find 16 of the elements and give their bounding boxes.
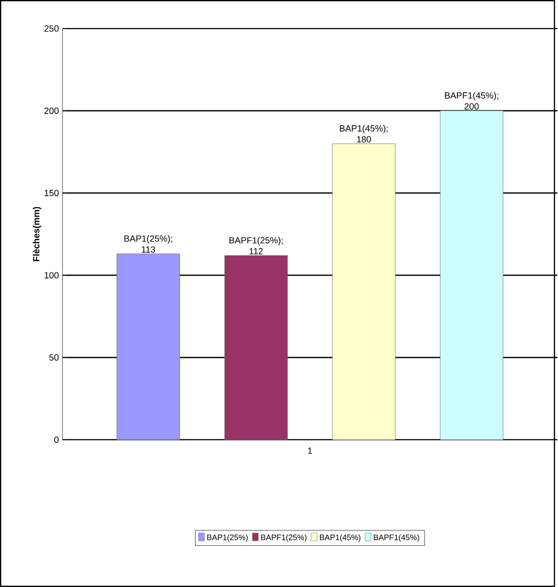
bar — [116, 254, 180, 440]
x-tick-label: 1 — [308, 447, 312, 454]
data-label: BAPF1(45%); 200 — [445, 92, 498, 110]
bar — [440, 110, 504, 440]
bar — [332, 143, 396, 440]
y-tick-label: 100 — [44, 272, 59, 278]
data-label: BAP1(25%); 113 — [124, 235, 172, 253]
y-tick-label: 50 — [49, 354, 59, 361]
y-tick-label: 150 — [44, 190, 59, 196]
y-tick-label: 200 — [44, 108, 59, 114]
bar — [224, 255, 288, 440]
y-tick-label: 0 — [54, 436, 59, 443]
data-label: BAPF1(25%); 112 — [229, 236, 283, 254]
data-label: BAP1(45%); 180 — [340, 124, 388, 142]
y-tick-label: 250 — [44, 25, 59, 32]
y-axis-title: Flèches(mm) — [32, 206, 42, 262]
